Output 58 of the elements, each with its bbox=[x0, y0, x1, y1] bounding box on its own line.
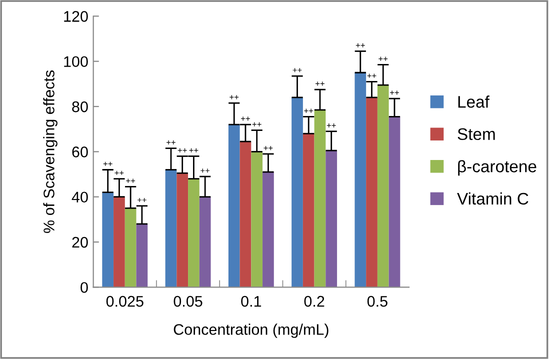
annotation: ++ bbox=[103, 162, 112, 166]
bar bbox=[377, 85, 389, 288]
bar bbox=[176, 173, 188, 288]
bar bbox=[314, 110, 326, 288]
legend-label: Vitamin C bbox=[457, 192, 528, 205]
annotation: ++ bbox=[378, 56, 388, 61]
legend-label: Leaf bbox=[458, 96, 490, 108]
y-axis-title: % of Scavenging effects bbox=[43, 70, 58, 233]
bar bbox=[102, 192, 114, 288]
x-tick-label: 0.1 bbox=[241, 296, 262, 307]
y-tick-label: 20 bbox=[72, 236, 88, 248]
bar bbox=[251, 152, 263, 288]
y-tick-label: 80 bbox=[72, 101, 88, 112]
annotation: ++ bbox=[356, 43, 365, 48]
annotation: ++ bbox=[189, 148, 198, 152]
bar bbox=[136, 224, 148, 288]
annotation: ++ bbox=[230, 95, 239, 100]
y-tick-label: 0 bbox=[80, 282, 88, 293]
bar bbox=[228, 124, 240, 288]
bar bbox=[188, 178, 200, 288]
x-tick-label: 0.5 bbox=[367, 296, 388, 307]
bar bbox=[240, 142, 252, 288]
annotation: ++ bbox=[166, 140, 176, 144]
y-tick-label: 120 bbox=[64, 11, 88, 22]
bar bbox=[366, 97, 378, 288]
x-tick-label: 0.025 bbox=[106, 296, 144, 307]
x-tick-label: 0.2 bbox=[304, 296, 324, 307]
bar bbox=[302, 134, 314, 288]
annotation: ++ bbox=[292, 68, 302, 72]
annotation: ++ bbox=[126, 178, 136, 183]
bar bbox=[388, 116, 400, 288]
annotation: ++ bbox=[178, 148, 187, 152]
x-tick-label: 0.05 bbox=[174, 296, 202, 307]
bar bbox=[326, 150, 338, 288]
bar bbox=[165, 170, 177, 288]
y-tick-label: 60 bbox=[72, 146, 88, 158]
bar bbox=[124, 208, 136, 288]
legend-label: β-carotene bbox=[458, 160, 536, 176]
legend-label: Stem bbox=[458, 128, 495, 140]
bar bbox=[292, 97, 303, 288]
annotation: ++ bbox=[316, 82, 324, 86]
y-tick-label: 40 bbox=[72, 192, 88, 203]
annotation: ++ bbox=[200, 168, 210, 173]
annotation: ++ bbox=[241, 116, 250, 121]
y-tick-label: 100 bbox=[64, 56, 88, 68]
bar bbox=[262, 172, 274, 288]
bar bbox=[354, 72, 366, 288]
bar bbox=[199, 196, 211, 288]
annotation: ++ bbox=[326, 123, 336, 128]
x-axis-title: Concentration (mg/mL) bbox=[174, 324, 328, 338]
annotation: ++ bbox=[264, 146, 273, 150]
annotation: ++ bbox=[304, 108, 314, 113]
annotation: ++ bbox=[367, 74, 376, 78]
annotation: ++ bbox=[114, 170, 124, 175]
annotation: ++ bbox=[137, 198, 146, 202]
annotation: ++ bbox=[390, 90, 399, 95]
bar bbox=[114, 196, 125, 288]
annotation: ++ bbox=[252, 122, 262, 126]
